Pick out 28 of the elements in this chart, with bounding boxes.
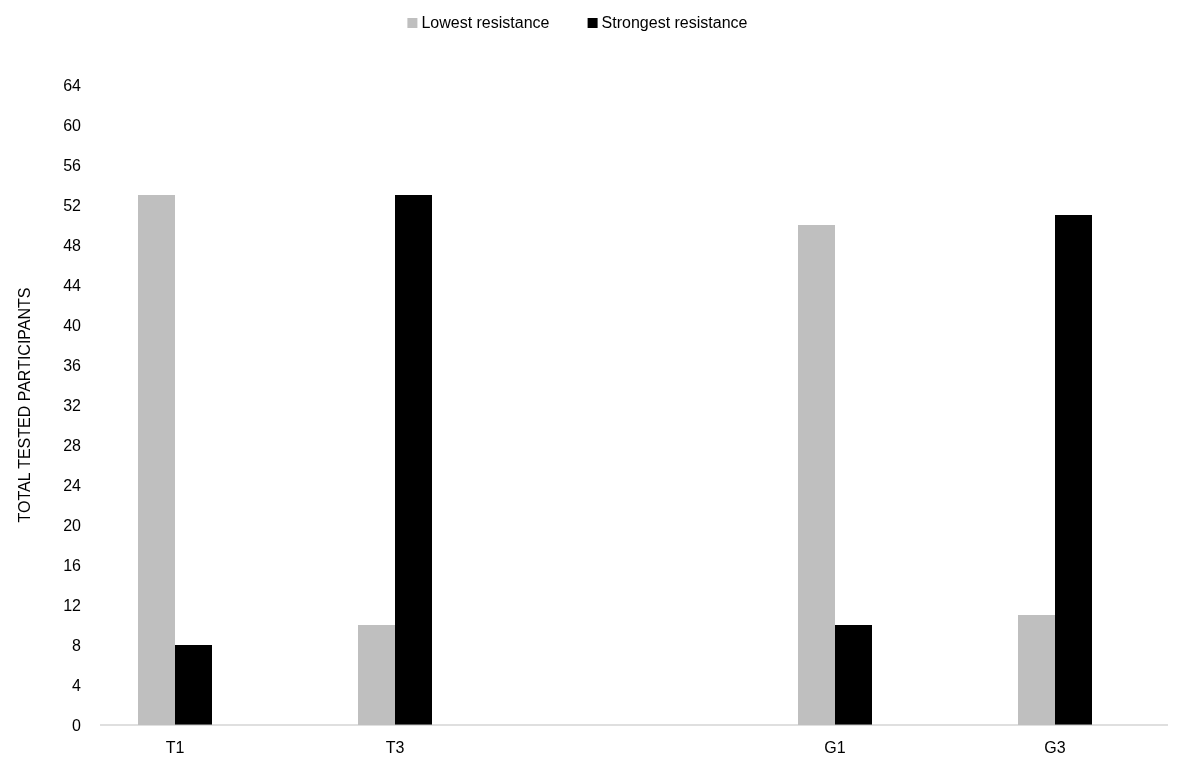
y-tick-label: 48 <box>63 236 82 254</box>
y-tick-label: 64 <box>63 76 82 94</box>
y-tick-label: 44 <box>63 276 82 294</box>
y-tick-label: 52 <box>63 196 82 214</box>
y-tick-label: 4 <box>72 676 82 694</box>
y-tick-label: 16 <box>63 556 82 574</box>
y-tick-label: 40 <box>63 316 82 334</box>
y-axis-title: TOTAL TESTED PARTICIPANTS <box>16 287 33 523</box>
y-tick-label: 24 <box>63 476 82 494</box>
legend-label: Strongest resistance <box>601 14 748 31</box>
y-tick-label: 56 <box>63 156 82 174</box>
y-tick-label: 36 <box>63 356 82 374</box>
y-tick-label: 32 <box>63 396 82 414</box>
y-tick-label: 28 <box>63 436 82 454</box>
x-tick-label: T1 <box>165 739 185 756</box>
y-tick-label: 0 <box>72 716 82 734</box>
x-tick-label: G1 <box>824 739 846 756</box>
x-tick-label: G3 <box>1044 739 1066 756</box>
legend-label: Lowest resistance <box>421 14 550 31</box>
x-tick-label: T3 <box>385 739 405 756</box>
bar <box>175 645 212 725</box>
bar <box>835 625 872 725</box>
y-tick-label: 20 <box>63 516 82 534</box>
bar <box>395 195 432 725</box>
y-tick-label: 8 <box>72 636 82 654</box>
bar <box>1055 215 1092 725</box>
y-tick-label: 12 <box>63 596 82 614</box>
y-tick-label: 60 <box>63 116 82 134</box>
